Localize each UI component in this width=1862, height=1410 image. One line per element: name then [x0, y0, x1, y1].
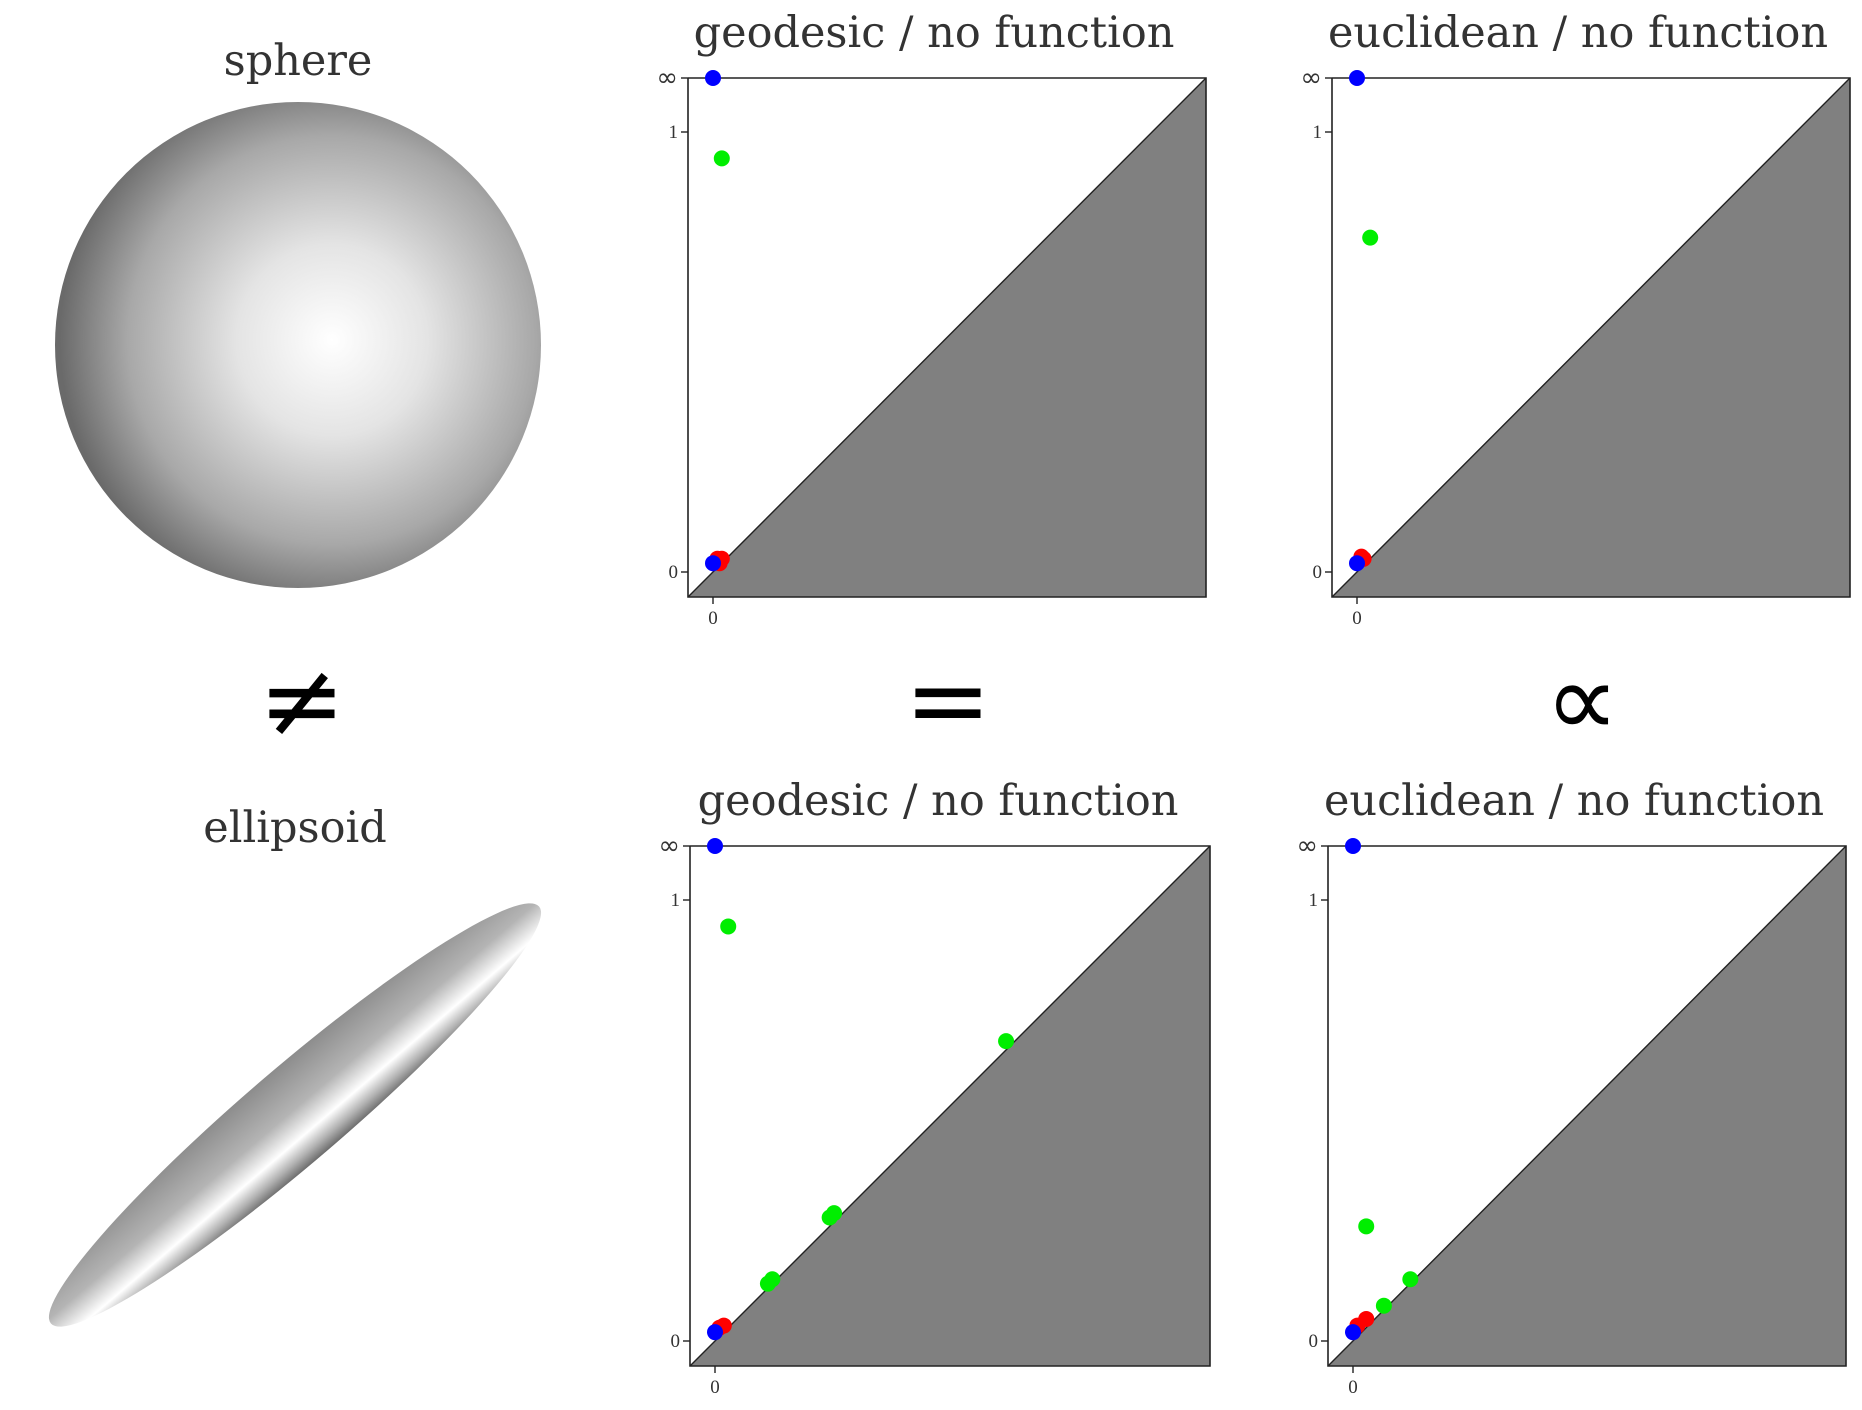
blue-point — [1345, 838, 1361, 854]
green-point — [1358, 1218, 1375, 1235]
proportional-symbol: ∝ — [1544, 639, 1620, 761]
x-tick-label: 0 — [1352, 608, 1362, 629]
chart-title-geodesic-sphere: geodesic / no function — [693, 8, 1175, 58]
green-point — [998, 1033, 1015, 1050]
blue-point — [705, 70, 721, 86]
blue-point — [705, 555, 721, 572]
green-point — [764, 1271, 781, 1288]
ellipsoid-label: ellipsoid — [203, 803, 387, 853]
y-tick-label: 0 — [1313, 562, 1323, 583]
blue-point — [1349, 70, 1365, 86]
chart-title-euclidean-ellipsoid: euclidean / no function — [1323, 776, 1825, 826]
y-tick-label: 1 — [671, 890, 681, 911]
plot-frame — [687, 77, 1207, 598]
y-tick-label: 0 — [669, 562, 679, 583]
ellipsoid-shape — [48, 903, 542, 1327]
y-tick-label: ∞ — [658, 831, 680, 861]
y-tick-label: 0 — [671, 1331, 681, 1352]
plot-frame — [1327, 845, 1847, 1367]
sphere-shape — [55, 102, 541, 588]
blue-point — [1349, 555, 1365, 572]
y-tick-label: 1 — [1309, 890, 1319, 911]
green-point — [1362, 229, 1379, 246]
y-tick-label: ∞ — [1296, 831, 1318, 861]
green-point — [821, 1209, 838, 1226]
chart-title-euclidean-sphere: euclidean / no function — [1327, 8, 1829, 58]
diagonal-line — [1331, 77, 1851, 598]
not-equal-symbol: ≠ — [258, 639, 346, 761]
sphere-label: sphere — [223, 36, 373, 86]
y-tick-label: 0 — [1309, 1331, 1319, 1352]
diagonal-line — [687, 77, 1207, 598]
x-tick-label: 0 — [1348, 1377, 1358, 1398]
x-tick-label: 0 — [708, 608, 718, 629]
y-tick-label: ∞ — [656, 63, 678, 93]
y-tick-label: ∞ — [1300, 63, 1322, 93]
plot-frame — [689, 845, 1211, 1367]
plot-frame — [1331, 77, 1851, 598]
green-point — [1402, 1271, 1419, 1288]
red-point — [1358, 1310, 1375, 1327]
green-point — [1375, 1297, 1392, 1314]
y-tick-label: 1 — [1313, 122, 1323, 143]
y-tick-label: 1 — [669, 122, 679, 143]
equal-symbol: = — [904, 639, 992, 761]
blue-point — [707, 1324, 723, 1341]
blue-point — [1345, 1324, 1361, 1341]
green-point — [713, 150, 730, 167]
green-point — [720, 918, 737, 935]
chart-title-geodesic-ellipsoid: geodesic / no function — [697, 776, 1179, 826]
x-tick-label: 0 — [710, 1377, 720, 1398]
blue-point — [707, 838, 723, 854]
